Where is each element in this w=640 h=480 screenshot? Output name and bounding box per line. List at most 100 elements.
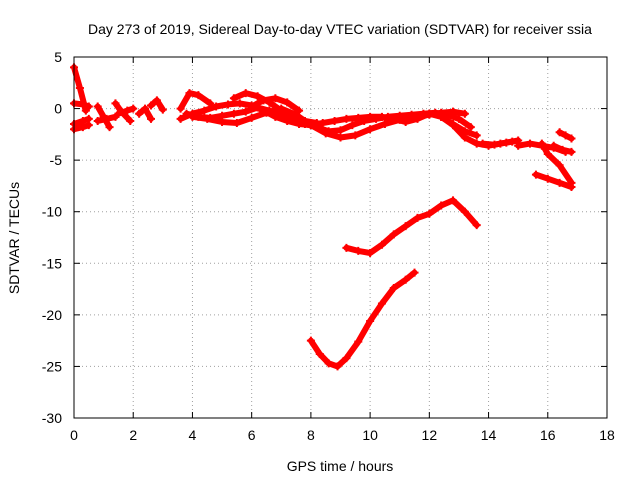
data-point bbox=[351, 131, 360, 140]
data-point bbox=[271, 112, 280, 121]
data-point bbox=[567, 147, 576, 156]
data-point bbox=[449, 107, 458, 116]
data-point bbox=[366, 317, 375, 326]
data-point bbox=[555, 161, 564, 170]
series-trace bbox=[343, 197, 480, 256]
data-point bbox=[460, 109, 469, 118]
data-point bbox=[366, 248, 375, 257]
data-point bbox=[232, 119, 241, 128]
x-tick-label: 2 bbox=[129, 427, 137, 443]
data-point bbox=[241, 107, 250, 116]
data-point bbox=[561, 131, 570, 140]
data-point bbox=[342, 114, 351, 123]
data-point bbox=[543, 149, 552, 158]
series-s24 bbox=[531, 170, 576, 191]
data-point bbox=[437, 112, 446, 121]
data-point bbox=[555, 128, 564, 137]
data-point bbox=[75, 83, 84, 92]
data-point bbox=[93, 102, 102, 111]
data-point bbox=[253, 92, 262, 101]
data-point bbox=[152, 96, 161, 105]
x-tick-label: 14 bbox=[481, 427, 497, 443]
data-point bbox=[203, 114, 212, 123]
data-point bbox=[212, 102, 221, 111]
data-point bbox=[283, 116, 292, 125]
data-point bbox=[401, 222, 410, 231]
data-point bbox=[460, 207, 469, 216]
data-point bbox=[312, 119, 321, 128]
series-s25 bbox=[342, 196, 481, 257]
data-point bbox=[366, 125, 375, 134]
data-point bbox=[377, 240, 386, 249]
data-point bbox=[102, 114, 111, 123]
y-tick-labels: 5 0 -5 -10 -15 -20 -25 -30 bbox=[42, 49, 62, 426]
series-s6 bbox=[93, 112, 120, 125]
data-point bbox=[146, 101, 155, 110]
data-point bbox=[549, 141, 558, 150]
data-point bbox=[526, 139, 535, 148]
data-point bbox=[425, 209, 434, 218]
data-point bbox=[200, 106, 209, 115]
data-point bbox=[300, 116, 309, 125]
data-point bbox=[449, 196, 458, 205]
series-s9 bbox=[135, 104, 155, 123]
data-point bbox=[466, 123, 475, 132]
tick-layer bbox=[73, 56, 608, 419]
series-s10 bbox=[146, 96, 167, 114]
data-point bbox=[478, 139, 487, 148]
data-point bbox=[555, 178, 564, 187]
data-point bbox=[188, 112, 197, 121]
data-point bbox=[141, 104, 150, 113]
data-point bbox=[502, 138, 511, 147]
data-point bbox=[333, 362, 342, 371]
y-tick-label: -20 bbox=[42, 307, 62, 323]
data-point bbox=[105, 123, 114, 132]
y-axis-title: SDTVAR / TECUs bbox=[6, 182, 22, 294]
data-point bbox=[229, 94, 238, 103]
data-point bbox=[389, 284, 398, 293]
data-point bbox=[84, 121, 93, 130]
data-point bbox=[324, 359, 333, 368]
series-trace bbox=[479, 137, 522, 148]
data-point bbox=[395, 115, 404, 124]
data-point bbox=[84, 102, 93, 111]
data-point bbox=[425, 109, 434, 118]
data-point bbox=[277, 106, 286, 115]
chart-title: Day 273 of 2019, Sidereal Day-to-day VTE… bbox=[88, 21, 592, 37]
data-point bbox=[380, 120, 389, 129]
data-point bbox=[460, 133, 469, 142]
y-tick-label: -30 bbox=[42, 410, 62, 426]
data-point bbox=[146, 114, 155, 123]
data-point bbox=[78, 123, 87, 132]
data-point bbox=[194, 91, 203, 100]
data-point bbox=[567, 182, 576, 191]
data-point bbox=[537, 139, 546, 148]
series-s26 bbox=[306, 268, 419, 371]
data-point bbox=[185, 89, 194, 98]
data-point bbox=[342, 243, 351, 252]
data-point bbox=[129, 104, 138, 113]
data-point bbox=[377, 112, 386, 121]
series-s4 bbox=[70, 121, 93, 134]
data-point bbox=[336, 133, 345, 142]
data-point bbox=[454, 114, 463, 123]
series-trace bbox=[177, 90, 214, 112]
data-point bbox=[366, 112, 375, 121]
data-point bbox=[531, 170, 540, 179]
data-point bbox=[283, 98, 292, 107]
y-tick-label: -15 bbox=[42, 255, 62, 271]
data-point bbox=[437, 201, 446, 210]
data-point bbox=[295, 106, 304, 115]
data-point bbox=[321, 129, 330, 138]
data-point bbox=[336, 126, 345, 135]
data-point bbox=[315, 350, 324, 359]
series-trace bbox=[307, 269, 418, 370]
data-point bbox=[410, 112, 419, 121]
data-point bbox=[472, 221, 481, 230]
data-point bbox=[259, 96, 268, 105]
series-s21 bbox=[537, 139, 576, 187]
data-point bbox=[543, 174, 552, 183]
data-point bbox=[354, 113, 363, 122]
series-s8 bbox=[114, 104, 138, 118]
data-point bbox=[348, 121, 357, 130]
